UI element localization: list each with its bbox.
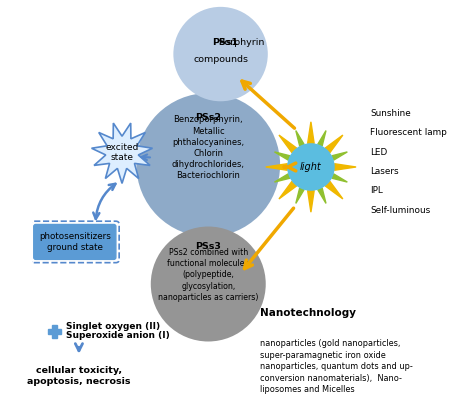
Circle shape [287,143,335,191]
Polygon shape [335,164,356,170]
Text: photosensitizers
ground state: photosensitizers ground state [39,232,111,252]
Polygon shape [325,181,343,199]
Text: Lasers: Lasers [371,167,399,176]
Text: compounds: compounds [193,54,248,63]
Polygon shape [91,123,153,183]
Polygon shape [48,325,61,338]
Text: Porphyrin: Porphyrin [217,38,265,47]
Text: Benzoporphyrin,
Metallic
phthalocyanines,
Chlorin
dihydrochlorides,
Bacteriochlo: Benzoporphyrin, Metallic phthalocyanines… [172,115,245,180]
Polygon shape [318,188,326,204]
Text: PSs2 combined with
functional molecules
(polypeptide,
glycosylation,
nanoparticl: PSs2 combined with functional molecules … [158,248,258,302]
Polygon shape [325,135,343,152]
Polygon shape [266,164,287,170]
Polygon shape [308,191,314,212]
Polygon shape [332,152,347,160]
Text: Sunshine: Sunshine [371,109,411,118]
Polygon shape [296,188,304,204]
Text: Nanotechnology: Nanotechnology [260,308,356,318]
Polygon shape [279,135,297,152]
Text: cellular toxicity,
apoptosis, necrosis: cellular toxicity, apoptosis, necrosis [27,366,131,386]
Polygon shape [308,122,314,143]
Text: PSs2: PSs2 [195,113,221,122]
Text: nanoparticles (gold nanoparticles,
super-paramagnetic iron oxide
nanoparticles, : nanoparticles (gold nanoparticles, super… [260,339,412,394]
FancyBboxPatch shape [34,225,116,260]
Circle shape [173,7,268,101]
Polygon shape [332,174,347,182]
Circle shape [137,93,280,237]
Text: excited
state: excited state [105,143,139,162]
Text: Singlet oxygen (II): Singlet oxygen (II) [66,322,160,331]
Text: IPL: IPL [371,186,383,195]
Polygon shape [279,181,297,199]
Text: Fluorescent lamp: Fluorescent lamp [371,129,447,138]
Text: LED: LED [371,148,388,157]
Text: light: light [300,162,322,172]
Text: Superoxide anion (I): Superoxide anion (I) [66,331,170,340]
Polygon shape [274,174,290,182]
Polygon shape [274,152,290,160]
Circle shape [151,227,266,342]
Polygon shape [318,131,326,146]
Polygon shape [296,131,304,146]
Text: PSs3: PSs3 [195,242,221,251]
Text: Self-luminous: Self-luminous [371,206,431,215]
Text: PSs1: PSs1 [212,38,238,47]
